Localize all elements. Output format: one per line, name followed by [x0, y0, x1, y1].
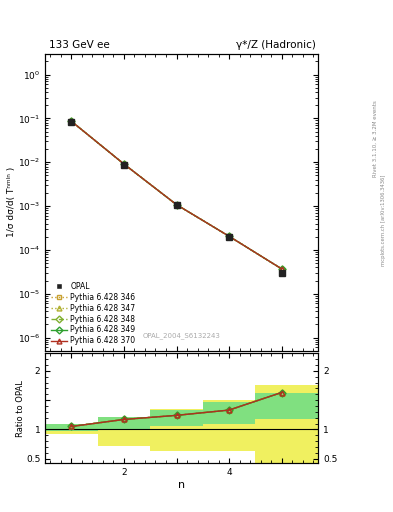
Y-axis label: Ratio to OPAL: Ratio to OPAL — [16, 380, 25, 437]
Legend: OPAL, Pythia 6.428 346, Pythia 6.428 347, Pythia 6.428 348, Pythia 6.428 349, Py: OPAL, Pythia 6.428 346, Pythia 6.428 347… — [49, 280, 137, 347]
Text: γ*/Z (Hadronic): γ*/Z (Hadronic) — [237, 40, 316, 50]
Text: OPAL_2004_S6132243: OPAL_2004_S6132243 — [143, 332, 221, 339]
Y-axis label: 1/σ dσ/d( Tⁿᵐᴵⁿ ): 1/σ dσ/d( Tⁿᵐᴵⁿ ) — [7, 167, 17, 238]
Text: mcplots.cern.ch [arXiv:1306.3436]: mcplots.cern.ch [arXiv:1306.3436] — [381, 175, 386, 266]
Text: Rivet 3.1.10, ≥ 3.2M events: Rivet 3.1.10, ≥ 3.2M events — [373, 100, 378, 177]
X-axis label: n: n — [178, 480, 185, 490]
Text: 133 GeV ee: 133 GeV ee — [49, 40, 110, 50]
